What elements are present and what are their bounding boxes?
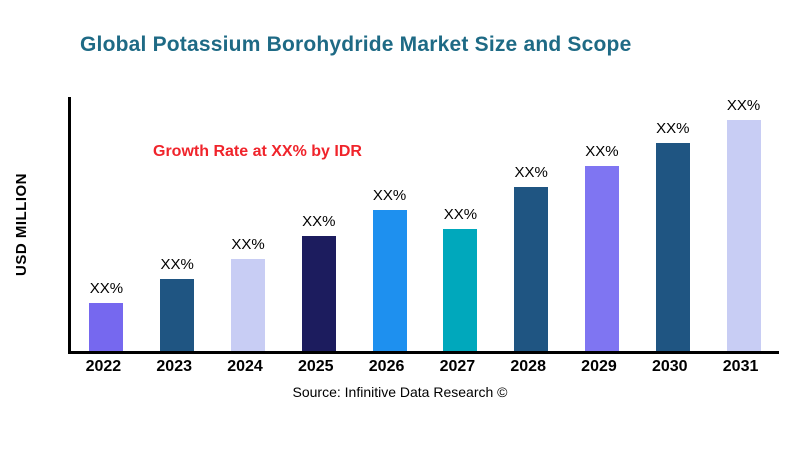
bar-value-label: XX%: [514, 164, 548, 182]
x-tick-label: 2025: [297, 358, 334, 375]
y-axis-label: USD MILLION: [12, 172, 30, 276]
bar: [584, 166, 619, 351]
chart-title: Global Potassium Borohydride Market Size…: [80, 33, 632, 56]
bar-value-label: XX%: [372, 187, 407, 205]
bar-column: XX%: [496, 97, 567, 351]
bar-column: XX%: [425, 97, 496, 351]
source-text: Source: Infinitive Data Research ©: [292, 384, 508, 400]
bar: [655, 143, 690, 351]
bar-value-label: XX%: [656, 120, 690, 138]
bar-value-label: XX%: [231, 235, 265, 253]
bar: [726, 120, 761, 351]
x-tick-label: 2031: [722, 358, 759, 375]
bars-container: XX% XX% XX% XX% XX% XX% XX% XX% XX% XX%: [71, 97, 779, 351]
x-tick-label: 2028: [510, 358, 546, 375]
bar-value-label: XX%: [302, 212, 336, 230]
x-tick-label: 2026: [368, 358, 405, 375]
x-tick-label: 2030: [651, 358, 688, 375]
bar-column: XX%: [142, 97, 213, 351]
bar-value-label: XX%: [726, 97, 761, 115]
bar: [443, 228, 478, 351]
bar-value-label: XX%: [89, 279, 124, 297]
x-tick-label: 2024: [227, 358, 263, 375]
bar-column: XX%: [567, 97, 638, 351]
bar: [372, 210, 407, 351]
bar: [230, 258, 265, 351]
bar-column: XX%: [708, 97, 779, 351]
bar-value-label: XX%: [443, 205, 478, 223]
x-tick-label: 2029: [581, 358, 617, 375]
plot-area: Growth Rate at XX% by IDR XX% XX% XX% XX% XX…: [68, 97, 779, 354]
y-axis-label-wrap: USD MILLION: [6, 97, 36, 351]
bar-column: XX%: [354, 97, 425, 351]
bar-column: XX%: [283, 97, 354, 351]
x-tick-label: 2022: [85, 358, 122, 375]
bar: [89, 302, 124, 351]
bar: [301, 235, 336, 351]
bar-value-label: XX%: [160, 256, 194, 274]
bar: [514, 187, 549, 351]
x-tick-label: 2023: [156, 358, 192, 375]
x-tick-label: 2027: [439, 358, 476, 375]
bar-column: XX%: [71, 97, 142, 351]
x-axis-ticks: 2022 2023 2024 2025 2026 2027 2028 2029 2030 2031: [68, 358, 776, 376]
bar-value-label: XX%: [585, 143, 619, 161]
bar-column: XX%: [213, 97, 284, 351]
bar: [160, 279, 195, 351]
growth-rate-annotation: Growth Rate at XX% by IDR: [153, 143, 362, 160]
bar-column: XX%: [637, 97, 708, 351]
